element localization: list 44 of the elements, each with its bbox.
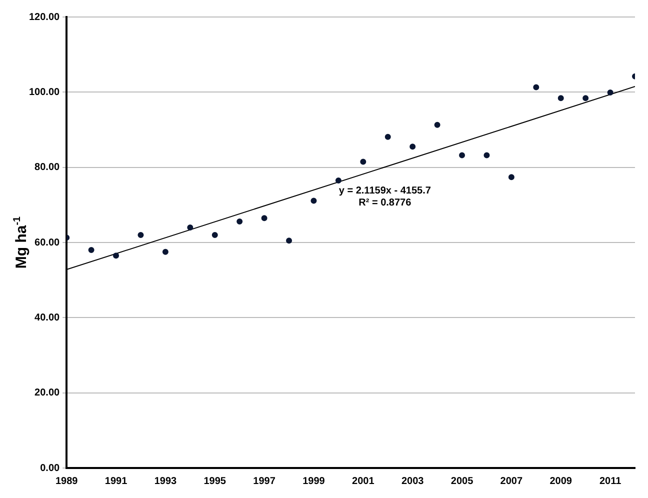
x-tick-label: 1989 xyxy=(55,476,78,487)
point xyxy=(286,238,292,244)
x-tick-label: 2007 xyxy=(500,476,523,487)
point xyxy=(484,152,490,158)
y-tick-label: 60.00 xyxy=(34,237,60,248)
point xyxy=(162,248,168,255)
y-tick-label: 120.00 xyxy=(28,12,60,23)
y-tick-label: 40.00 xyxy=(34,312,60,324)
x-tick-label: 1997 xyxy=(253,476,276,487)
y-tick-label: 0.00 xyxy=(40,462,60,474)
x-tick-label: 2005 xyxy=(450,476,474,487)
y-tick-label: 80.00 xyxy=(34,162,60,174)
y-tick-label: 100.00 xyxy=(28,86,60,98)
x-tick-label: 1993 xyxy=(154,476,177,487)
annotation: R² = 0.8776 xyxy=(358,197,412,208)
y-tick-label: 20.00 xyxy=(34,388,60,399)
y-axis-title: Mg ha-1 xyxy=(12,216,30,269)
point xyxy=(335,177,342,184)
point xyxy=(88,247,94,254)
annotation: y = 2.1159x - 4155.7 xyxy=(338,185,432,196)
x-tick-label: 1991 xyxy=(104,476,128,487)
point xyxy=(212,232,218,238)
point xyxy=(607,90,614,96)
x-tick-label: 2001 xyxy=(352,476,375,487)
point xyxy=(236,218,243,224)
x-tick-label: 1999 xyxy=(302,476,326,487)
point xyxy=(187,224,194,230)
point xyxy=(459,152,466,158)
point xyxy=(113,252,120,259)
point xyxy=(533,84,540,90)
x-tick-label: 2009 xyxy=(550,476,572,487)
point xyxy=(582,95,589,102)
point xyxy=(138,232,144,238)
point xyxy=(434,122,440,128)
point xyxy=(261,215,268,222)
point xyxy=(410,144,416,150)
point xyxy=(384,134,391,140)
point xyxy=(310,198,317,204)
x-tick-label: 2003 xyxy=(401,476,424,487)
point xyxy=(360,158,366,165)
x-tick-label: 1995 xyxy=(204,476,226,487)
point xyxy=(508,174,514,180)
point xyxy=(558,95,564,102)
x-tick-label: 2011 xyxy=(599,476,622,487)
